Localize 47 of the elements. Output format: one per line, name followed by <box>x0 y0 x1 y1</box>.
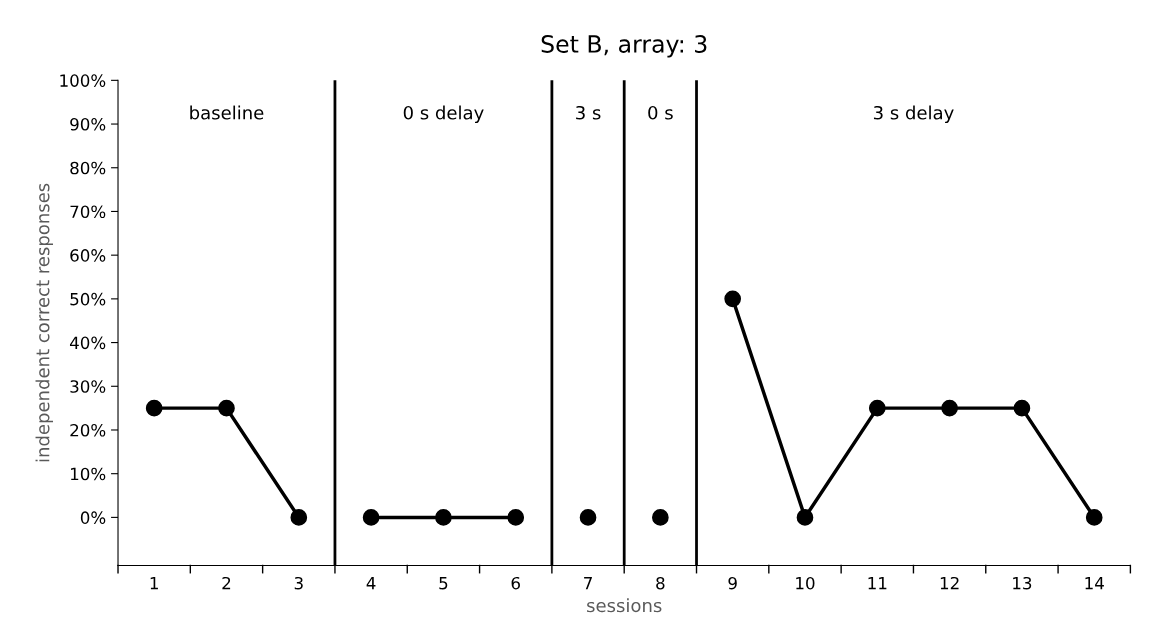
annotation: 3 s <box>576 105 601 120</box>
x-tick-label: 9 <box>728 576 737 590</box>
annotation: 0 s delay <box>403 105 484 124</box>
point <box>507 509 525 526</box>
x-tick-label: 13 <box>1013 576 1032 590</box>
point <box>1013 399 1031 417</box>
point <box>145 399 163 417</box>
annotation: 0 s <box>648 105 673 120</box>
point <box>941 399 958 417</box>
annotation: baseline <box>190 105 264 120</box>
x-tick-label: 12 <box>940 576 959 590</box>
y-tick-label: 30% <box>70 380 106 393</box>
y-axis-title: independent correct responses <box>35 183 53 462</box>
point <box>868 399 886 417</box>
y-tick-label: 70% <box>70 205 106 219</box>
point <box>435 509 452 526</box>
x-axis-title: sessions <box>587 598 662 613</box>
x-tick-label: 10 <box>796 576 815 590</box>
y-tick-label: 40% <box>69 336 106 350</box>
point <box>652 509 669 526</box>
y-tick-label: 20% <box>70 423 106 437</box>
y-tick-label: 80% <box>70 161 106 175</box>
x-tick-label: 7 <box>584 577 592 590</box>
x-tick-label: 8 <box>656 576 665 590</box>
point <box>290 509 308 526</box>
point <box>218 399 235 417</box>
point <box>724 290 742 308</box>
x-tick-label: 5 <box>439 577 448 590</box>
chart-title: Set B, array: 3 <box>541 35 707 58</box>
y-tick-label: 90% <box>70 118 106 131</box>
x-tick-label: 11 <box>868 577 887 590</box>
point <box>362 509 380 526</box>
y-tick-label: 0% <box>80 511 106 524</box>
annotation: 3 s delay <box>873 105 954 124</box>
x-tick-label: 4 <box>366 577 376 590</box>
y-tick-label: 60% <box>70 249 106 262</box>
x-tick-label: 1 <box>150 577 158 590</box>
y-tick-label: 10% <box>70 467 106 481</box>
point <box>1085 509 1103 526</box>
x-tick-label: 6 <box>511 576 520 590</box>
point <box>796 509 814 526</box>
point <box>579 509 597 526</box>
y-tick-label: 100% <box>60 74 106 87</box>
x-tick-label: 14 <box>1085 577 1104 590</box>
y-tick-label: 50% <box>70 292 106 306</box>
x-tick-label: 2 <box>222 576 231 590</box>
x-tick-label: 3 <box>294 576 303 590</box>
